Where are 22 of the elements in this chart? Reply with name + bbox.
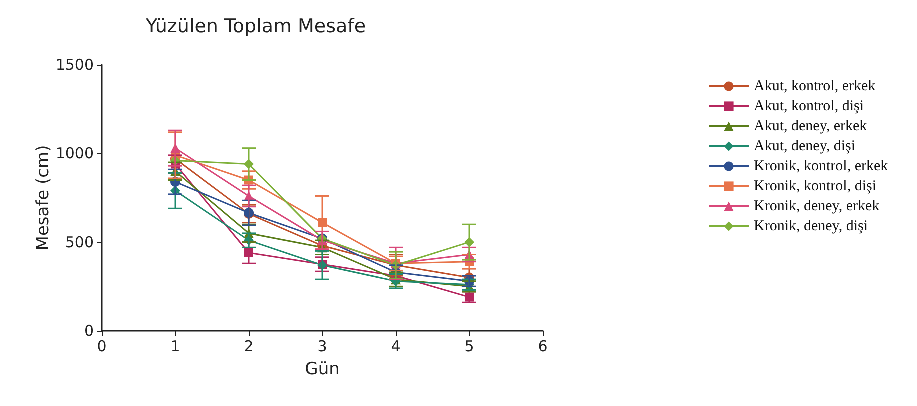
y-tick-label: 0 bbox=[84, 322, 94, 340]
y-tick-label: 1000 bbox=[56, 144, 94, 163]
legend-label: Kronik, deney, erkek bbox=[754, 198, 880, 214]
legend-label: Akut, kontrol, erkek bbox=[754, 78, 876, 94]
x-tick-label: 1 bbox=[170, 338, 180, 356]
legend-label: Kronik, kontrol, dişi bbox=[754, 178, 876, 194]
legend-label: Akut, deney, dişi bbox=[754, 138, 856, 154]
y-axis-title: Mesafe (cm) bbox=[33, 145, 54, 251]
legend-label: Kronik, deney, dişi bbox=[754, 218, 868, 234]
x-tick-label: 0 bbox=[97, 338, 107, 356]
legend-label: Akut, kontrol, dişi bbox=[754, 98, 864, 114]
y-tick-label: 1500 bbox=[56, 56, 94, 74]
chart-title: Yüzülen Toplam Mesafe bbox=[144, 16, 366, 38]
legend-label: Akut, deney, erkek bbox=[754, 118, 868, 134]
x-tick-label: 4 bbox=[391, 338, 401, 356]
x-tick-label: 3 bbox=[318, 338, 328, 356]
y-tick-label: 500 bbox=[65, 233, 94, 252]
x-tick-label: 5 bbox=[464, 338, 474, 356]
legend-label: Kronik, kontrol, erkek bbox=[754, 158, 889, 174]
x-tick-label: 6 bbox=[538, 338, 548, 356]
x-axis-title: Gün bbox=[305, 360, 340, 380]
x-tick-label: 2 bbox=[244, 338, 254, 356]
